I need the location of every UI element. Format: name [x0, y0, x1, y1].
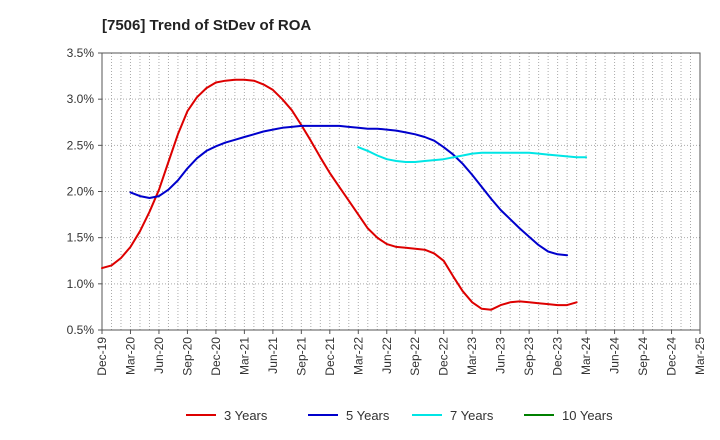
legend-label-0: 3 Years: [224, 408, 268, 423]
y-tick-label: 3.0%: [67, 92, 95, 106]
x-tick-label: Jun-24: [608, 337, 622, 374]
series-line-2: [357, 146, 588, 163]
x-tick-label: Sep-21: [294, 337, 308, 376]
legend-label-2: 7 Years: [450, 408, 494, 423]
grid: [102, 53, 700, 330]
series-line-0: [101, 78, 578, 311]
x-tick-label: Mar-25: [693, 337, 707, 375]
y-tick-label: 3.5%: [67, 46, 95, 60]
x-tick-label: Dec-20: [209, 337, 223, 376]
x-tick-label: Sep-24: [636, 337, 650, 376]
x-tick-label: Jun-22: [380, 337, 394, 374]
x-tick-label: Mar-23: [465, 337, 479, 375]
y-tick-label: 2.0%: [67, 185, 95, 199]
y-axis: 3.5% 3.0% 2.5% 2.0% 1.5% 1.0% 0.5%: [67, 46, 102, 337]
x-tick-label: Jun-21: [266, 337, 280, 374]
x-tick-label: Dec-23: [551, 337, 565, 376]
x-tick-label: Sep-20: [180, 337, 194, 376]
y-tick-label: 2.5%: [67, 138, 95, 152]
plot-frame: [101, 52, 701, 331]
x-tick-label: Mar-22: [351, 337, 365, 375]
x-tick-label: Jun-23: [494, 337, 508, 374]
x-tick-label: Mar-20: [123, 337, 137, 375]
x-tick-label: Sep-22: [408, 337, 422, 376]
y-tick-label: 0.5%: [67, 323, 95, 337]
series-layer: [101, 78, 588, 311]
legend: 3 Years 5 Years 7 Years 10 Years: [186, 408, 613, 423]
chart-title: [7506] Trend of StDev of ROA: [102, 17, 311, 34]
x-tick-label: Dec-21: [323, 337, 337, 376]
y-tick-label: 1.0%: [67, 277, 95, 291]
x-tick-label: Jun-20: [152, 337, 166, 374]
x-tick-label: Dec-24: [665, 337, 679, 376]
x-tick-label: Sep-23: [522, 337, 536, 376]
x-tick-label: Dec-19: [95, 337, 109, 376]
legend-label-3: 10 Years: [562, 408, 613, 423]
x-axis: Dec-19 Mar-20 Jun-20 Sep-20 Dec-20 Mar-21 Jun-…: [95, 330, 707, 376]
series-line-1: [129, 124, 569, 257]
y-tick-label: 1.5%: [67, 231, 95, 245]
x-tick-label: Mar-21: [237, 337, 251, 375]
x-tick-label: Dec-22: [437, 337, 451, 376]
legend-label-1: 5 Years: [346, 408, 390, 423]
x-tick-label: Mar-24: [579, 337, 593, 375]
